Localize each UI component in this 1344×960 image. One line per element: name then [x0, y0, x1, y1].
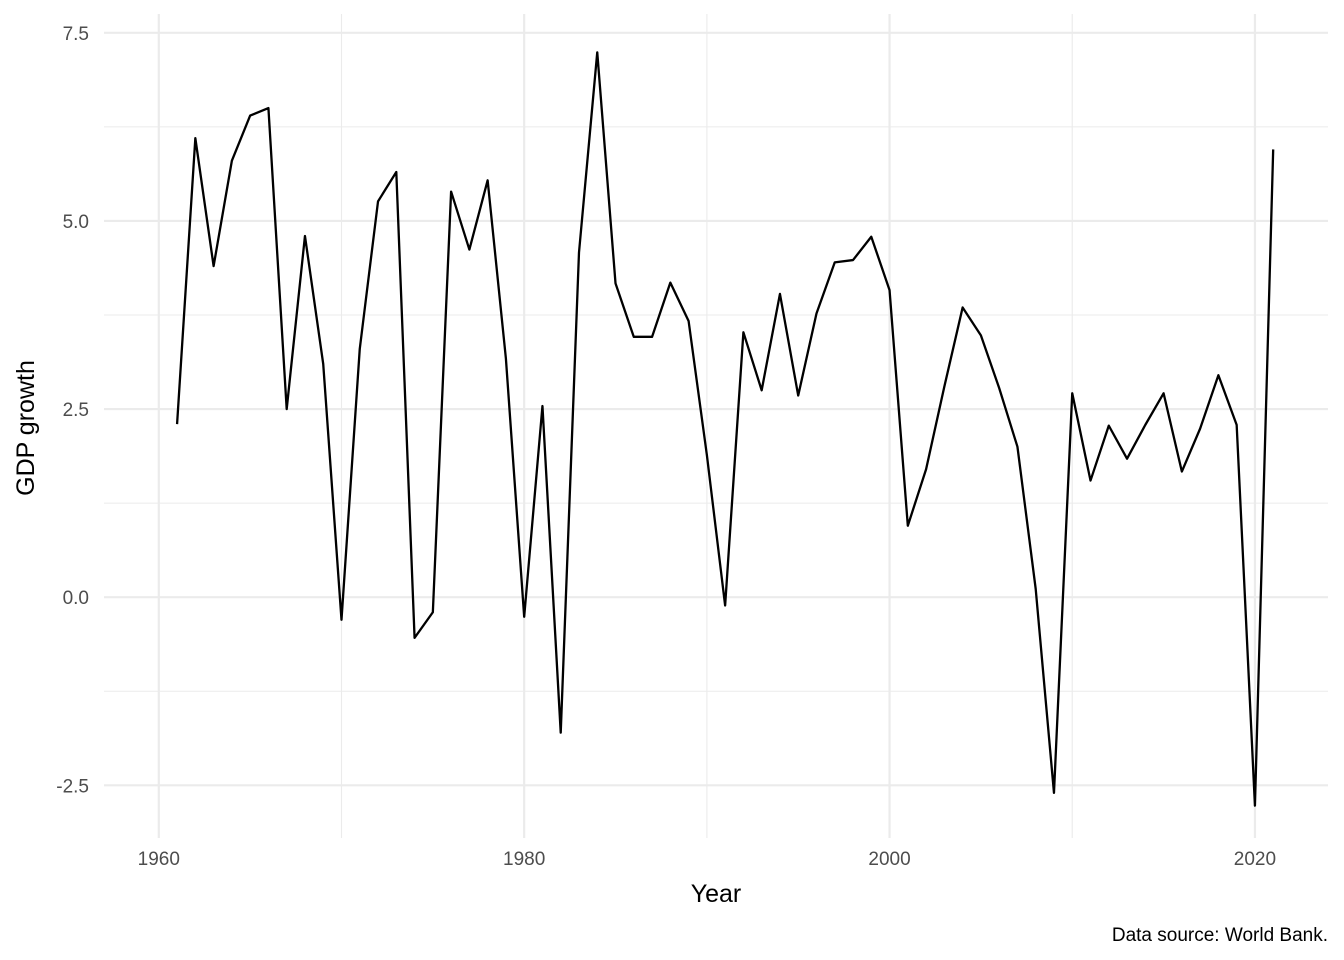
x-axis-tick-labels: 1960 1980 2000 2020 [138, 849, 1276, 870]
y-tick-label: 5.0 [63, 212, 89, 233]
minor-gridlines [104, 14, 1328, 838]
series-layer [175, 51, 1275, 807]
y-axis-tick-labels: -2.5 0.0 2.5 5.0 7.5 [56, 24, 89, 798]
x-tick-label: 2020 [1234, 849, 1276, 870]
y-tick-label: -2.5 [56, 776, 89, 797]
major-gridlines [104, 14, 1328, 838]
y-tick-label: 7.5 [63, 24, 89, 45]
x-tick-label: 1980 [503, 849, 545, 870]
x-tick-label: 2000 [868, 849, 910, 870]
x-axis-title: Year [691, 880, 742, 908]
gdp-growth-series-line [175, 51, 1275, 807]
x-tick-label: 1960 [138, 849, 180, 870]
y-tick-label: 2.5 [63, 400, 89, 421]
data-source-caption: Data source: World Bank. [1112, 925, 1328, 946]
y-tick-label: 0.0 [63, 588, 89, 609]
y-axis-title: GDP growth [12, 360, 40, 496]
